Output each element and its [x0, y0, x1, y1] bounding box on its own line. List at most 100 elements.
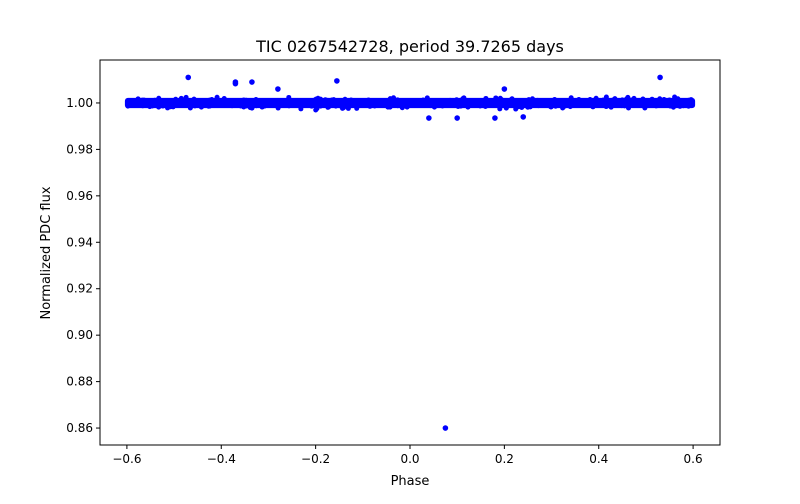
data-point — [653, 103, 659, 109]
data-point — [286, 94, 292, 100]
data-point — [166, 103, 172, 109]
chart-title: TIC 0267542728, period 39.7265 days — [255, 37, 564, 56]
data-point — [667, 103, 673, 109]
data-point — [281, 100, 287, 106]
data-point — [626, 105, 632, 111]
data-point — [265, 100, 271, 106]
data-point — [352, 98, 358, 104]
x-axis-label: Phase — [391, 474, 430, 489]
data-point — [477, 101, 483, 107]
data-point — [452, 101, 458, 107]
data-point — [329, 99, 335, 105]
data-point — [250, 101, 256, 107]
data-point — [663, 102, 669, 108]
data-point — [339, 105, 345, 111]
data-point — [286, 103, 292, 109]
plot-frame — [99, 59, 721, 446]
data-point — [688, 97, 694, 103]
data-point — [243, 97, 249, 103]
data-point — [214, 94, 220, 100]
data-point — [427, 103, 433, 109]
data-point — [493, 95, 499, 101]
data-point — [320, 99, 326, 105]
y-tick-label: 0.92 — [66, 282, 93, 296]
data-point — [628, 101, 634, 107]
data-point — [420, 97, 426, 103]
outlier-point — [275, 86, 281, 92]
data-point — [173, 96, 179, 102]
data-point — [569, 98, 575, 104]
data-point — [209, 97, 215, 103]
data-point — [483, 100, 489, 106]
data-point — [192, 98, 198, 104]
data-point — [686, 103, 692, 109]
data-point — [187, 105, 193, 111]
outlier-point — [492, 115, 498, 121]
data-point — [148, 98, 154, 104]
y-tick-label: 0.88 — [66, 375, 93, 389]
data-point — [223, 98, 229, 104]
data-point — [275, 105, 281, 111]
data-point — [460, 96, 466, 102]
outlier-point — [454, 115, 460, 121]
y-tick-label: 0.96 — [66, 189, 93, 203]
data-point — [406, 100, 412, 106]
data-point — [154, 101, 160, 107]
data-point — [564, 100, 570, 106]
data-point — [156, 95, 162, 101]
data-point — [535, 103, 541, 109]
x-tick-label: −0.2 — [301, 452, 330, 466]
data-point — [465, 104, 471, 110]
data-point — [259, 104, 265, 110]
data-point — [274, 101, 280, 107]
data-point — [135, 96, 141, 102]
data-point — [127, 99, 133, 105]
data-point — [228, 100, 234, 106]
data-point — [354, 105, 360, 111]
data-point — [179, 102, 185, 108]
x-tick-label: −0.4 — [207, 452, 236, 466]
data-point — [497, 95, 503, 101]
data-point — [161, 101, 167, 107]
data-point — [325, 97, 331, 103]
data-point — [501, 102, 507, 108]
data-point — [618, 101, 624, 107]
data-point — [603, 94, 609, 100]
data-point — [315, 95, 321, 101]
data-point — [178, 95, 184, 101]
data-point — [512, 99, 518, 105]
y-tick-label: 0.86 — [66, 421, 93, 435]
x-tick-label: 0.2 — [495, 452, 514, 466]
y-tick-label: 0.94 — [66, 235, 93, 249]
y-tick-label: 1.00 — [66, 96, 93, 110]
data-point — [521, 101, 527, 107]
data-point — [677, 100, 683, 106]
data-point — [672, 101, 678, 107]
data-point — [553, 101, 559, 107]
data-point — [183, 94, 189, 100]
data-point — [167, 98, 173, 104]
data-point — [606, 101, 612, 107]
data-point — [640, 96, 646, 102]
data-point — [677, 103, 683, 109]
data-point — [619, 97, 625, 103]
x-tick-label: 0.0 — [400, 452, 419, 466]
y-tick-label: 0.90 — [66, 328, 93, 342]
data-point — [207, 103, 213, 109]
data-point — [640, 100, 646, 106]
data-point — [247, 105, 253, 111]
data-point — [316, 103, 322, 109]
data-point — [399, 105, 405, 111]
data-point — [271, 98, 277, 104]
data-point — [217, 101, 223, 107]
data-point — [398, 99, 404, 105]
data-point — [497, 106, 503, 112]
data-point — [379, 100, 385, 106]
outlier-point — [501, 86, 508, 92]
data-point — [631, 95, 637, 101]
data-point — [372, 102, 378, 108]
data-point — [648, 98, 654, 104]
data-point — [558, 102, 564, 108]
